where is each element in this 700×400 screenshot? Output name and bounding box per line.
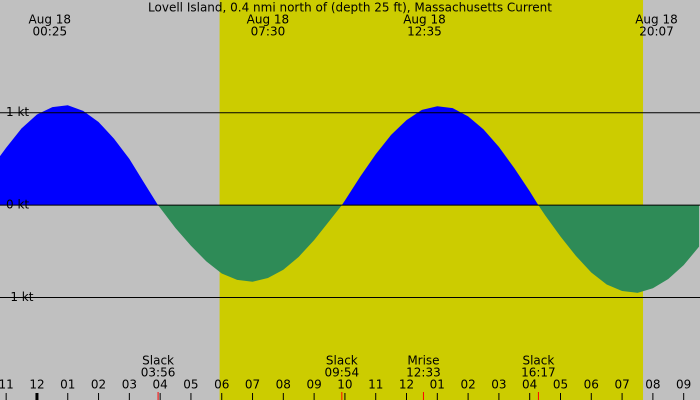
event-time: 12:35 — [407, 25, 442, 39]
y-tick-label: 1 kt — [6, 105, 29, 119]
event-label: Slack — [522, 354, 554, 368]
x-tick-label: 03 — [491, 378, 506, 392]
x-tick-label: 01 — [430, 378, 445, 392]
event-time: 03:56 — [141, 366, 176, 380]
event-label: Slack — [326, 354, 358, 368]
x-tick-label: 03 — [122, 378, 137, 392]
x-tick-label: 02 — [91, 378, 106, 392]
x-tick-label: 05 — [553, 378, 568, 392]
x-tick-label: 10 — [337, 378, 352, 392]
event-time: 20:07 — [639, 25, 674, 39]
x-tick-label: 11 — [0, 378, 14, 392]
y-tick-label: -1 kt — [6, 290, 34, 304]
x-tick-label: 06 — [214, 378, 229, 392]
x-tick-label: 12 — [399, 378, 414, 392]
event-date: Aug 18 — [29, 13, 72, 27]
x-tick-label: 05 — [183, 378, 198, 392]
x-tick-label: 06 — [584, 378, 599, 392]
event-time: 07:30 — [251, 25, 286, 39]
x-tick-label: 12 — [29, 378, 44, 392]
event-time: 16:17 — [521, 366, 556, 380]
x-tick-label: 07 — [245, 378, 260, 392]
x-tick-label: 07 — [614, 378, 629, 392]
event-label: Mrise — [407, 354, 439, 368]
event-date: Aug 18 — [635, 13, 678, 27]
x-tick-label: 04 — [153, 378, 168, 392]
x-tick-label: 11 — [368, 378, 383, 392]
x-tick-label: 04 — [522, 378, 537, 392]
x-tick-label: 01 — [60, 378, 75, 392]
x-tick-label: 08 — [276, 378, 291, 392]
x-tick-label: 08 — [645, 378, 660, 392]
event-date: Aug 18 — [247, 13, 290, 27]
y-tick-label: 0 kt — [6, 198, 29, 212]
x-tick-label: 09 — [676, 378, 691, 392]
event-time: 12:33 — [406, 366, 441, 380]
chart-title: Lovell Island, 0.4 nmi north of (depth 2… — [148, 1, 552, 15]
event-time: 00:25 — [33, 25, 68, 39]
event-label: Slack — [142, 354, 174, 368]
x-tick-label: 02 — [460, 378, 475, 392]
ebb-area — [0, 205, 700, 293]
x-tick-label: 09 — [306, 378, 321, 392]
flood-area — [0, 105, 539, 206]
event-date: Aug 18 — [403, 13, 446, 27]
event-time: 09:54 — [325, 366, 360, 380]
